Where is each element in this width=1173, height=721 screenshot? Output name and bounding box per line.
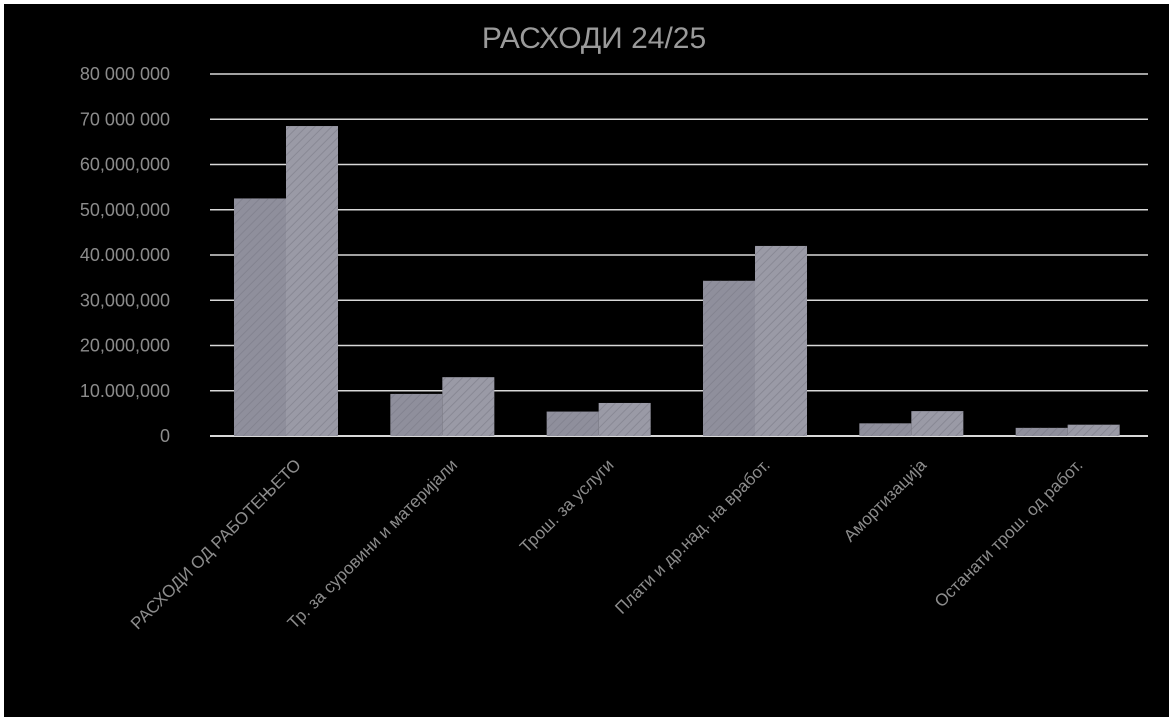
bar-texture (390, 393, 443, 436)
bar-texture (1067, 424, 1120, 436)
bar-texture (1015, 427, 1068, 436)
y-tick-label: 80 000 000 (80, 64, 170, 84)
bar-texture (755, 245, 807, 436)
y-tick-label: 70 000 000 (80, 109, 170, 129)
y-tick-label: 10.000,000 (80, 381, 170, 401)
y-tick-label: 30,000,000 (80, 290, 170, 310)
x-tick-label: Трош. за услуги (516, 455, 617, 556)
y-tick-label: 0 (160, 426, 170, 446)
bar-texture (911, 411, 964, 436)
bar-chart: РАСХОДИ 24/25 0 10.000,000 20,000,000 30,00… (80, 22, 1148, 633)
chart-title: РАСХОДИ 24/25 (482, 22, 706, 55)
y-tick-label: 40.000.000 (80, 245, 170, 265)
x-tick-label: Тр. за суровини и материјали (284, 455, 461, 632)
y-tick-label: 20,000,000 (80, 336, 170, 356)
bar-texture (286, 126, 338, 436)
bar-texture (442, 377, 495, 436)
bar-texture (234, 198, 286, 436)
bar-texture (859, 423, 912, 436)
y-tick-label: 60,000,000 (80, 155, 170, 175)
x-tick-label: Амортизација (840, 455, 931, 546)
bar-texture (703, 280, 755, 436)
bar-texture (546, 411, 599, 436)
x-tick-label: Останати трош. од работ. (931, 455, 1087, 611)
x-tick-label: Плати и др.над. на вработ. (611, 455, 773, 617)
y-tick-label: 50,000,000 (80, 200, 170, 220)
chart-frame: РАСХОДИ 24/25 0 10.000,000 20,000,000 30,00… (4, 4, 1169, 717)
bar-texture (598, 402, 651, 436)
x-tick-label: РАСХОДИ ОД РАБОТЕЊЕТО (127, 455, 305, 633)
